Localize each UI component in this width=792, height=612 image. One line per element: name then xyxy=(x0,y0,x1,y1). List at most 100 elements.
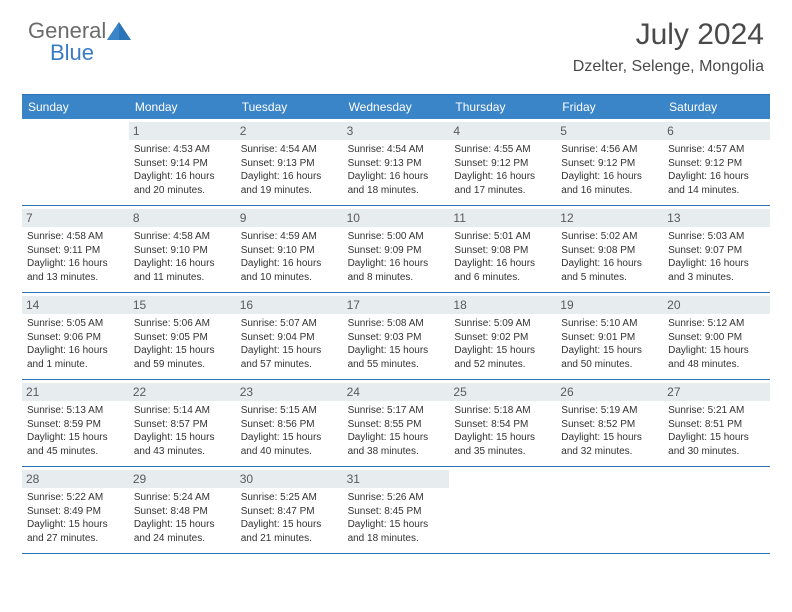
sunrise-text: Sunrise: 4:53 AM xyxy=(134,143,231,157)
daylight-text: Daylight: 15 hours and 24 minutes. xyxy=(134,518,231,545)
day-info: Sunrise: 4:54 AMSunset: 9:13 PMDaylight:… xyxy=(241,143,338,197)
daylight-text: Daylight: 15 hours and 52 minutes. xyxy=(454,344,551,371)
day-info: Sunrise: 4:56 AMSunset: 9:12 PMDaylight:… xyxy=(561,143,658,197)
day-number: 18 xyxy=(449,296,556,314)
sunrise-text: Sunrise: 5:24 AM xyxy=(134,491,231,505)
day-number: 9 xyxy=(236,209,343,227)
sunrise-text: Sunrise: 5:01 AM xyxy=(454,230,551,244)
calendar-cell xyxy=(449,467,556,553)
calendar-cell: 29Sunrise: 5:24 AMSunset: 8:48 PMDayligh… xyxy=(129,467,236,553)
sunset-text: Sunset: 9:10 PM xyxy=(241,244,338,258)
month-title: July 2024 xyxy=(573,18,764,52)
day-info: Sunrise: 4:58 AMSunset: 9:11 PMDaylight:… xyxy=(27,230,124,284)
calendar-cell: 2 Sunrise: 4:54 AMSunset: 9:13 PMDaylight… xyxy=(236,119,343,205)
header: General Blue July 2024 Dzelter, Selenge,… xyxy=(0,0,792,84)
day-number: 2 xyxy=(236,122,343,140)
calendar-cell: 13Sunrise: 5:03 AMSunset: 9:07 PMDayligh… xyxy=(663,206,770,292)
calendar-cell: 20Sunrise: 5:12 AMSunset: 9:00 PMDayligh… xyxy=(663,293,770,379)
sunrise-text: Sunrise: 4:54 AM xyxy=(348,143,445,157)
sunset-text: Sunset: 9:02 PM xyxy=(454,331,551,345)
day-number: 21 xyxy=(22,383,129,401)
sunrise-text: Sunrise: 5:10 AM xyxy=(561,317,658,331)
day-number: 7 xyxy=(22,209,129,227)
sunrise-text: Sunrise: 4:56 AM xyxy=(561,143,658,157)
day-info: Sunrise: 5:19 AMSunset: 8:52 PMDaylight:… xyxy=(561,404,658,458)
day-info: Sunrise: 5:08 AMSunset: 9:03 PMDaylight:… xyxy=(348,317,445,371)
sunset-text: Sunset: 8:51 PM xyxy=(668,418,765,432)
calendar-cell: 12Sunrise: 5:02 AMSunset: 9:08 PMDayligh… xyxy=(556,206,663,292)
sunrise-text: Sunrise: 4:58 AM xyxy=(134,230,231,244)
sunset-text: Sunset: 9:13 PM xyxy=(348,157,445,171)
calendar-cell: 3Sunrise: 4:54 AMSunset: 9:13 PMDaylight… xyxy=(343,119,450,205)
day-info: Sunrise: 4:54 AMSunset: 9:13 PMDaylight:… xyxy=(348,143,445,197)
day-info: Sunrise: 4:53 AMSunset: 9:14 PMDaylight:… xyxy=(134,143,231,197)
daylight-text: Daylight: 15 hours and 18 minutes. xyxy=(348,518,445,545)
sunrise-text: Sunrise: 5:14 AM xyxy=(134,404,231,418)
daylight-text: Daylight: 15 hours and 50 minutes. xyxy=(561,344,658,371)
sunset-text: Sunset: 9:07 PM xyxy=(668,244,765,258)
sunset-text: Sunset: 8:49 PM xyxy=(27,505,124,519)
day-info: Sunrise: 4:59 AMSunset: 9:10 PMDaylight:… xyxy=(241,230,338,284)
day-number: 25 xyxy=(449,383,556,401)
day-info: Sunrise: 5:06 AMSunset: 9:05 PMDaylight:… xyxy=(134,317,231,371)
calendar-cell: 6Sunrise: 4:57 AMSunset: 9:12 PMDaylight… xyxy=(663,119,770,205)
day-info: Sunrise: 5:02 AMSunset: 9:08 PMDaylight:… xyxy=(561,230,658,284)
daylight-text: Daylight: 16 hours and 13 minutes. xyxy=(27,257,124,284)
sunrise-text: Sunrise: 5:02 AM xyxy=(561,230,658,244)
day-number: 16 xyxy=(236,296,343,314)
daylight-text: Daylight: 16 hours and 18 minutes. xyxy=(348,170,445,197)
calendar-cell: 7 Sunrise: 4:58 AMSunset: 9:11 PMDaylight… xyxy=(22,206,129,292)
sunrise-text: Sunrise: 4:59 AM xyxy=(241,230,338,244)
day-number: 4 xyxy=(449,122,556,140)
calendar-cell: 1Sunrise: 4:53 AMSunset: 9:14 PMDaylight… xyxy=(129,119,236,205)
sunrise-text: Sunrise: 5:06 AM xyxy=(134,317,231,331)
day-number: 19 xyxy=(556,296,663,314)
calendar-cell: 15 Sunrise: 5:06 AMSunset: 9:05 PMDayligh… xyxy=(129,293,236,379)
logo: General Blue xyxy=(28,18,132,66)
week-row: 21 Sunrise: 5:13 AMSunset: 8:59 PMDayligh… xyxy=(22,380,770,467)
day-info: Sunrise: 5:17 AMSunset: 8:55 PMDaylight:… xyxy=(348,404,445,458)
sunrise-text: Sunrise: 5:12 AM xyxy=(668,317,765,331)
sunrise-text: Sunrise: 5:15 AM xyxy=(241,404,338,418)
daylight-text: Daylight: 15 hours and 35 minutes. xyxy=(454,431,551,458)
day-info: Sunrise: 5:14 AMSunset: 8:57 PMDaylight:… xyxy=(134,404,231,458)
calendar-cell: 30Sunrise: 5:25 AMSunset: 8:47 PMDayligh… xyxy=(236,467,343,553)
week-row: 7 Sunrise: 4:58 AMSunset: 9:11 PMDaylight… xyxy=(22,206,770,293)
logo-text-blue: Blue xyxy=(50,40,132,66)
day-number: 13 xyxy=(663,209,770,227)
day-info: Sunrise: 5:13 AMSunset: 8:59 PMDaylight:… xyxy=(27,404,124,458)
day-info: Sunrise: 5:21 AMSunset: 8:51 PMDaylight:… xyxy=(668,404,765,458)
day-number: 26 xyxy=(556,383,663,401)
day-info: Sunrise: 5:18 AMSunset: 8:54 PMDaylight:… xyxy=(454,404,551,458)
calendar-cell xyxy=(556,467,663,553)
daylight-text: Daylight: 15 hours and 59 minutes. xyxy=(134,344,231,371)
day-number: 15 xyxy=(129,296,236,314)
sunset-text: Sunset: 9:12 PM xyxy=(668,157,765,171)
day-number: 27 xyxy=(663,383,770,401)
sunrise-text: Sunrise: 5:18 AM xyxy=(454,404,551,418)
sunset-text: Sunset: 9:01 PM xyxy=(561,331,658,345)
day-info: Sunrise: 5:05 AMSunset: 9:06 PMDaylight:… xyxy=(27,317,124,371)
daylight-text: Daylight: 15 hours and 57 minutes. xyxy=(241,344,338,371)
week-row: 28Sunrise: 5:22 AMSunset: 8:49 PMDayligh… xyxy=(22,467,770,554)
sunrise-text: Sunrise: 4:57 AM xyxy=(668,143,765,157)
sunset-text: Sunset: 9:03 PM xyxy=(348,331,445,345)
calendar-cell: 10Sunrise: 5:00 AMSunset: 9:09 PMDayligh… xyxy=(343,206,450,292)
calendar: Sunday Monday Tuesday Wednesday Thursday… xyxy=(22,94,770,554)
sunrise-text: Sunrise: 4:58 AM xyxy=(27,230,124,244)
day-info: Sunrise: 5:10 AMSunset: 9:01 PMDaylight:… xyxy=(561,317,658,371)
sunrise-text: Sunrise: 5:08 AM xyxy=(348,317,445,331)
daylight-text: Daylight: 16 hours and 16 minutes. xyxy=(561,170,658,197)
day-number: 22 xyxy=(129,383,236,401)
calendar-cell: 27 Sunrise: 5:21 AMSunset: 8:51 PMDayligh… xyxy=(663,380,770,466)
day-number: 28 xyxy=(22,470,129,488)
day-header: Wednesday xyxy=(343,95,450,119)
sunset-text: Sunset: 9:08 PM xyxy=(561,244,658,258)
daylight-text: Daylight: 15 hours and 48 minutes. xyxy=(668,344,765,371)
daylight-text: Daylight: 15 hours and 30 minutes. xyxy=(668,431,765,458)
day-number: 23 xyxy=(236,383,343,401)
sunrise-text: Sunrise: 5:17 AM xyxy=(348,404,445,418)
daylight-text: Daylight: 15 hours and 32 minutes. xyxy=(561,431,658,458)
sunrise-text: Sunrise: 5:21 AM xyxy=(668,404,765,418)
sunrise-text: Sunrise: 4:54 AM xyxy=(241,143,338,157)
